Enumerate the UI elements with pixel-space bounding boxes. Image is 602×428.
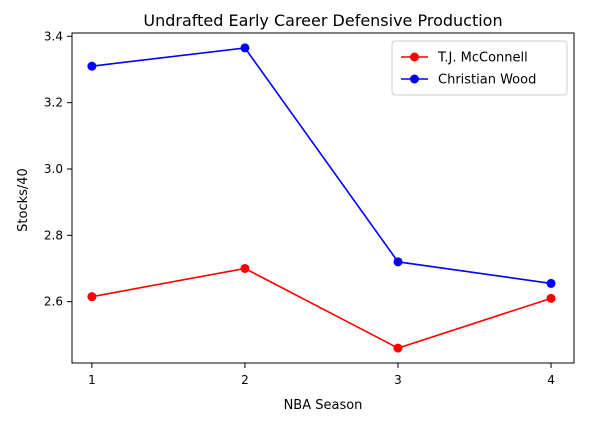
legend-label: Christian Wood (438, 73, 536, 88)
y-tick-label: 3.0 (44, 162, 63, 176)
data-point (393, 257, 403, 267)
plot-area (71, 32, 575, 364)
data-point (546, 278, 556, 288)
data-point (87, 61, 97, 71)
y-tick-label: 2.8 (44, 228, 63, 242)
data-point (393, 343, 403, 353)
chart-title: Undrafted Early Career Defensive Product… (143, 11, 502, 30)
y-axis-label: Stocks/40 (16, 168, 31, 232)
y-tick-label: 3.4 (44, 29, 63, 43)
y-axis: 2.6 2.8 3.0 3.2 3.4 (44, 29, 72, 309)
data-point (546, 293, 556, 303)
x-tick-label: 2 (241, 373, 249, 387)
legend-marker (410, 52, 419, 62)
data-point (240, 43, 250, 53)
x-tick-label: 4 (547, 373, 555, 387)
x-tick-label: 1 (88, 373, 96, 387)
y-tick-label: 3.2 (44, 96, 63, 110)
series-line-1 (91, 267, 552, 349)
plot-frame (71, 32, 575, 364)
legend-label: T.J. McConnell (437, 51, 528, 66)
x-axis: 1 2 3 4 (88, 363, 555, 387)
legend: T.J. McConnell Christian Wood (391, 40, 568, 96)
series-line-2 (91, 47, 552, 285)
data-point (87, 292, 97, 302)
data-point (240, 263, 250, 273)
x-tick-label: 3 (394, 373, 402, 387)
x-axis-label: NBA Season (284, 398, 363, 413)
legend-box (391, 40, 568, 96)
y-tick-label: 2.6 (44, 295, 63, 309)
legend-marker (410, 74, 419, 84)
